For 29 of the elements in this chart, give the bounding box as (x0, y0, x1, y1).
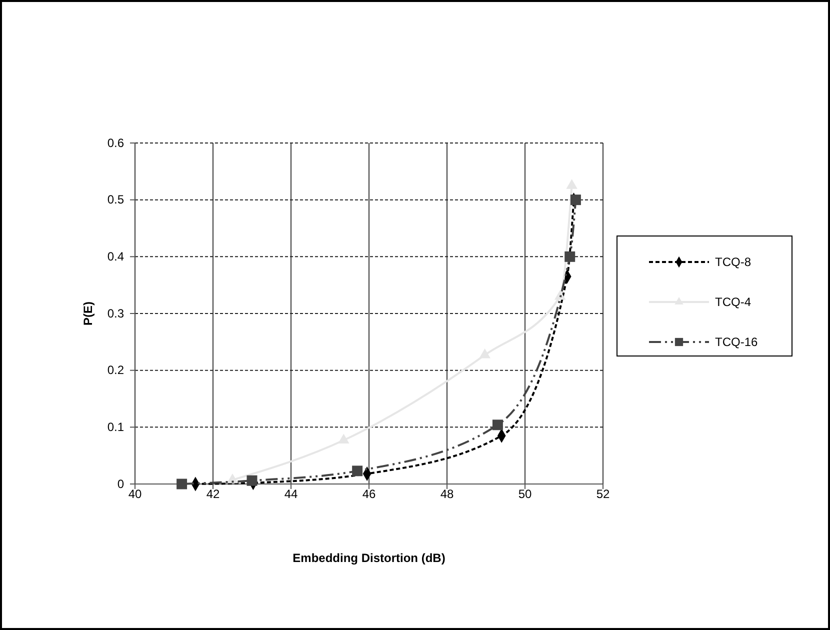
y-tick-label: 0.6 (107, 136, 124, 150)
point (492, 420, 503, 430)
x-tick-label: 52 (596, 487, 610, 501)
y-axis-title: P(E) (81, 301, 95, 326)
x-axis-title: Embedding Distortion (dB) (292, 551, 446, 565)
point (226, 474, 238, 484)
y-tick-label: 0.4 (107, 250, 124, 264)
y-tick-label: 0 (117, 476, 124, 491)
legend-label: TCQ-8 (715, 255, 752, 269)
x-tick-label: 42 (206, 487, 220, 501)
legend-label: TCQ-4 (715, 295, 752, 309)
point (566, 179, 578, 189)
point (564, 251, 576, 262)
x-tick-label: 50 (518, 487, 532, 501)
y-tick-label: 0.1 (107, 420, 124, 434)
point (570, 194, 581, 206)
point (338, 434, 350, 444)
y-tick-label: 0.2 (107, 363, 124, 378)
point (246, 475, 258, 486)
point (479, 348, 490, 358)
point (352, 466, 363, 476)
x-tick-label: 44 (284, 487, 298, 501)
x-tick-label: 40 (128, 487, 142, 501)
x-tick-label: 46 (362, 487, 376, 501)
point (176, 478, 188, 490)
y-tick-label: 0.5 (107, 192, 124, 207)
y-tick-label: 0.3 (107, 306, 124, 320)
legend-label: TCQ-16 (715, 335, 758, 349)
x-tick-label: 48 (440, 487, 454, 501)
